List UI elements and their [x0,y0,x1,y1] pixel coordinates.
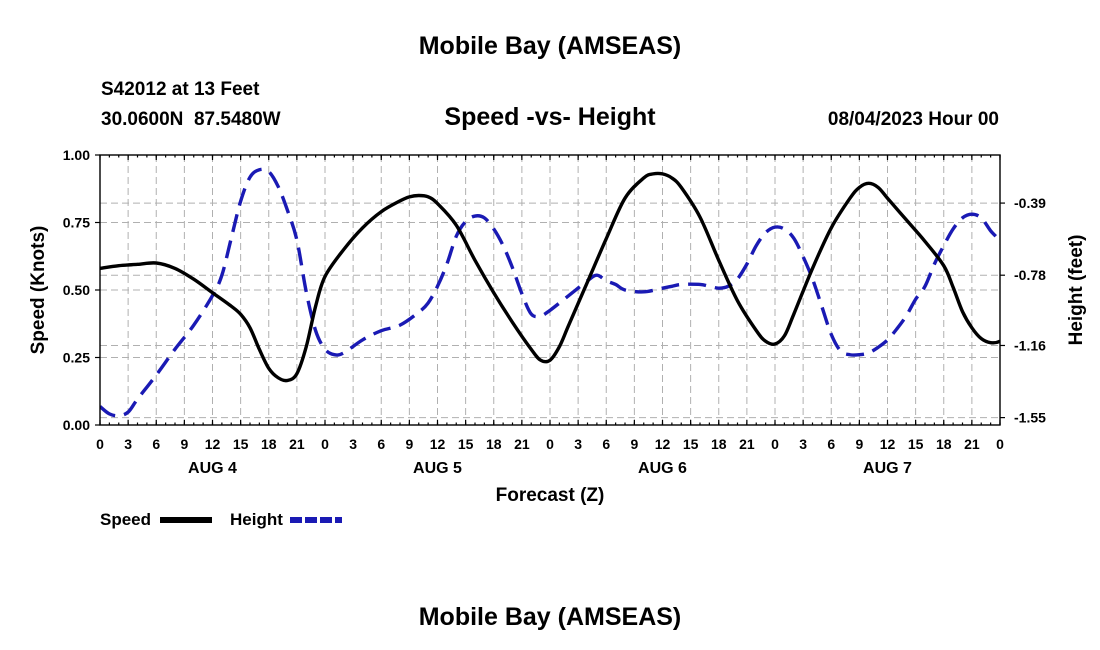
x-tick-label: 21 [964,436,980,452]
x-tick-label: 15 [233,436,249,452]
y2-tick-labels: -0.39 -0.78 -1.16 -1.55 [1014,195,1046,426]
run-time-label: 08/04/2023 Hour 00 [828,109,999,130]
x-tick-label: 0 [321,436,329,452]
x-tick-label: 18 [261,436,277,452]
x-tick-label: 12 [880,436,896,452]
x-tick-label: 9 [630,436,638,452]
legend-label-speed: Speed [100,510,151,529]
y2-tick-label: -0.39 [1014,195,1046,211]
chart-subtitle: Speed -vs- Height [444,103,656,131]
day-label: AUG 7 [863,460,912,477]
day-label: AUG 6 [638,460,687,477]
x-tick-label: 21 [289,436,305,452]
x-tick-label: 0 [546,436,554,452]
x-tick-label: 12 [205,436,221,452]
x-tick-label: 6 [602,436,610,452]
station-label: S42012 at 13 Feet [101,79,260,100]
x-tick-labels: 0 3 6 9 12 15 18 21 0 3 6 9 12 15 18 21 0 3 6 9 12 15 18 21 0 3 6 9… [96,436,1004,452]
x-tick-label: 0 [96,436,104,452]
page-title: Mobile Bay (AMSEAS) [419,32,682,60]
x-tick-label: 6 [827,436,835,452]
x-tick-label: 3 [124,436,132,452]
x-tick-label: 18 [936,436,952,452]
x-tick-label: 21 [514,436,530,452]
grid-lines [100,155,1000,425]
y-tick-label: 0.50 [63,282,90,298]
day-label: AUG 5 [413,460,462,477]
x-tick-label: 0 [996,436,1004,452]
x-tick-label: 3 [349,436,357,452]
day-label: AUG 4 [188,460,237,477]
legend: Speed Height [100,510,342,529]
y-tick-label: 0.75 [63,215,90,231]
x-tick-label: 6 [152,436,160,452]
x-tick-label: 9 [180,436,188,452]
y-axis-label: Speed (Knots) [28,226,49,355]
x-tick-label: 18 [711,436,727,452]
x-tick-label: 15 [908,436,924,452]
next-chart-title: Mobile Bay (AMSEAS) [419,603,682,631]
x-tick-label: 3 [799,436,807,452]
y-tick-label: 1.00 [63,147,90,163]
x-tick-label: 12 [430,436,446,452]
x-tick-label: 18 [486,436,502,452]
y2-tick-label: -1.55 [1014,410,1046,426]
x-axis-label: Forecast (Z) [496,485,605,506]
series-line-height [100,167,1000,418]
x-tick-label: 15 [683,436,699,452]
y-tick-label: 0.00 [63,417,90,433]
series-line-speed [100,171,1000,383]
legend-label-height: Height [230,510,283,529]
y-tick-labels: 0.00 0.25 0.50 0.75 1.00 [63,147,90,433]
tick-marks [95,154,1005,426]
series-group [100,167,1000,418]
x-tick-label: 6 [377,436,385,452]
y-tick-label: 0.25 [63,350,90,366]
y2-tick-label: -1.16 [1014,337,1046,353]
y2-axis-label: Height (feet) [1066,235,1087,346]
x-tick-label: 12 [655,436,671,452]
x-tick-label: 15 [458,436,474,452]
x-tick-label: 9 [405,436,413,452]
coordinates-label: 30.0600N 87.5480W [101,109,281,130]
x-tick-label: 21 [739,436,755,452]
x-tick-label: 0 [771,436,779,452]
x-tick-label: 3 [574,436,582,452]
y2-tick-label: -0.78 [1014,267,1046,283]
day-labels: AUG 4 AUG 5 AUG 6 AUG 7 [188,460,912,477]
x-tick-label: 9 [855,436,863,452]
